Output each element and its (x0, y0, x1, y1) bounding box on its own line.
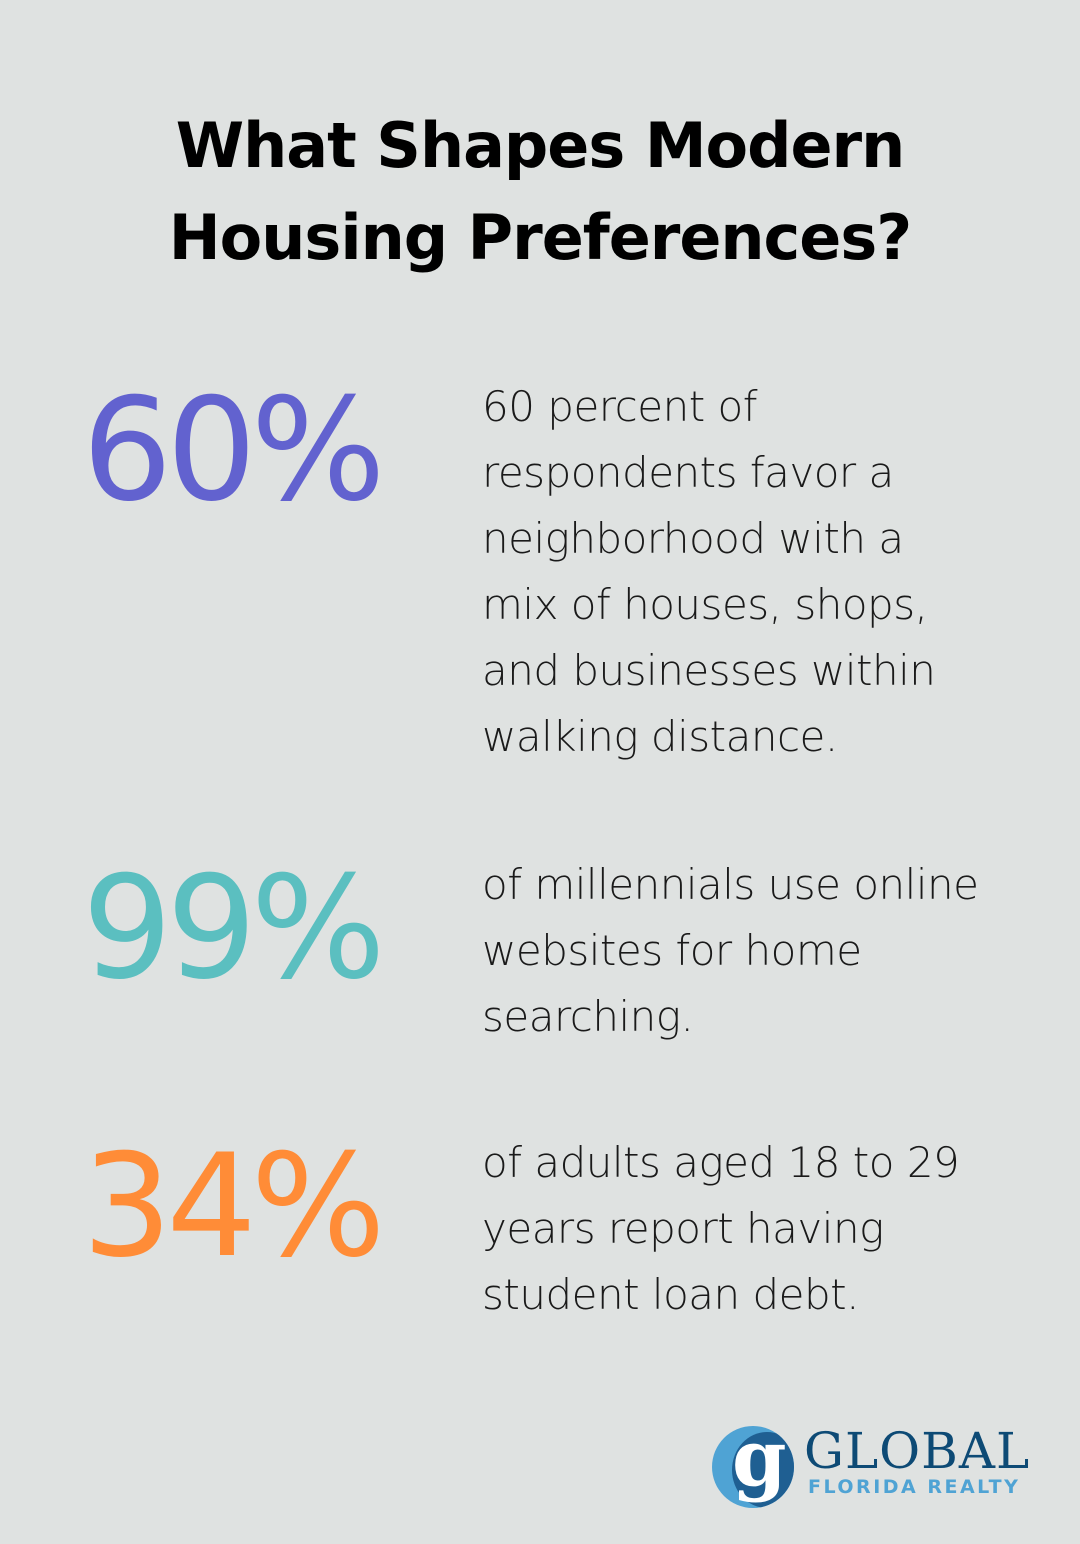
page-title: What Shapes Modern Housing Preferences? (0, 100, 1080, 284)
stat-description: of adults aged 18 to 29 years report hav… (482, 1138, 960, 1319)
stat-description: of millennials use online websites for h… (482, 860, 979, 1041)
globe-g-icon: g (712, 1426, 794, 1508)
page-title-line-2: Housing Preferences? (168, 201, 912, 274)
logo-name: GLOBAL (804, 1422, 1031, 1480)
stat-value: 99% (82, 846, 386, 1011)
stat-description: 60 percent of respondents favor a neighb… (482, 382, 936, 761)
stat-value: 34% (82, 1124, 386, 1289)
stat-value: 60% (82, 368, 386, 533)
logo-subtitle: FLORIDA REALTY (808, 1476, 1021, 1498)
page-title-line-1: What Shapes Modern (175, 109, 906, 182)
global-florida-realty-logo: g GLOBAL FLORIDA REALTY (710, 1422, 1050, 1512)
